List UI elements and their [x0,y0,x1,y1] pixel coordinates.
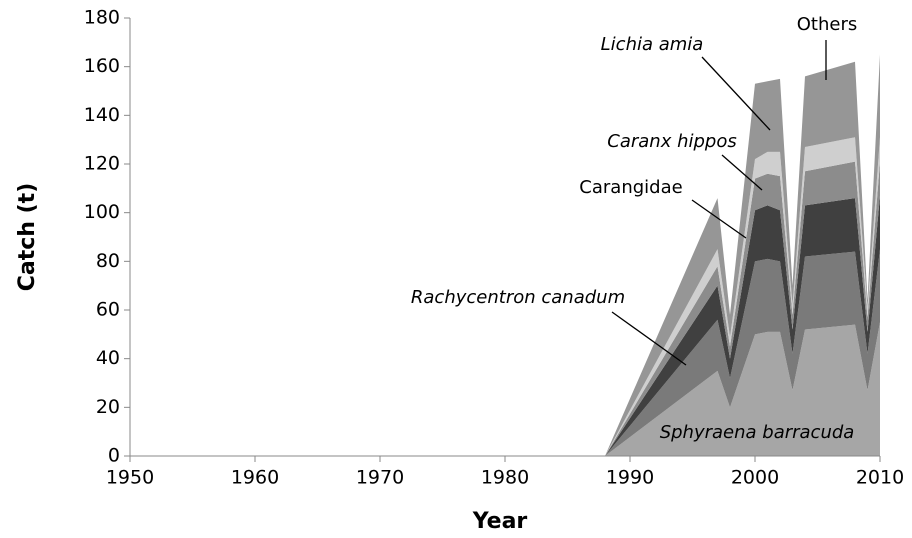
annotation: Carangidae [579,177,682,198]
x-tick-label: 1950 [106,467,154,489]
y-tick-label: 160 [84,55,120,77]
annotation: Caranx hippos [607,131,736,152]
leader-line [721,154,763,191]
y-tick-label: 120 [84,153,120,175]
x-tick-label: 2000 [731,467,779,489]
annotation: Sphyraena barracuda [660,422,855,443]
y-tick-label: 0 [108,445,120,467]
x-tick-label: 1960 [231,467,279,489]
y-tick-label: 100 [84,201,120,223]
leader-line [691,199,747,239]
x-tick-label: 1990 [606,467,654,489]
x-axis-title: Year [472,509,528,534]
x-tick-label: 1970 [356,467,404,489]
y-axis-title: Catch (t) [15,183,40,292]
y-tick-label: 80 [96,250,120,272]
x-tick-label: 1980 [481,467,529,489]
areas [605,54,880,457]
area [605,161,880,457]
y-tick-label: 60 [96,299,120,321]
area [605,54,880,456]
area [605,249,880,456]
area [605,195,880,456]
annotation: Others [797,14,858,35]
y-tick-label: 40 [96,347,120,369]
area [605,322,880,456]
y-tick-label: 180 [84,7,120,29]
leader-line [611,311,687,366]
annotation: Lichia amia [601,34,704,55]
y-tick-label: 20 [96,396,120,418]
leader-line [701,56,771,131]
annotation: Rachycentron canadum [411,287,625,308]
y-tick-label: 140 [84,104,120,126]
x-tick-label: 2010 [856,467,904,489]
